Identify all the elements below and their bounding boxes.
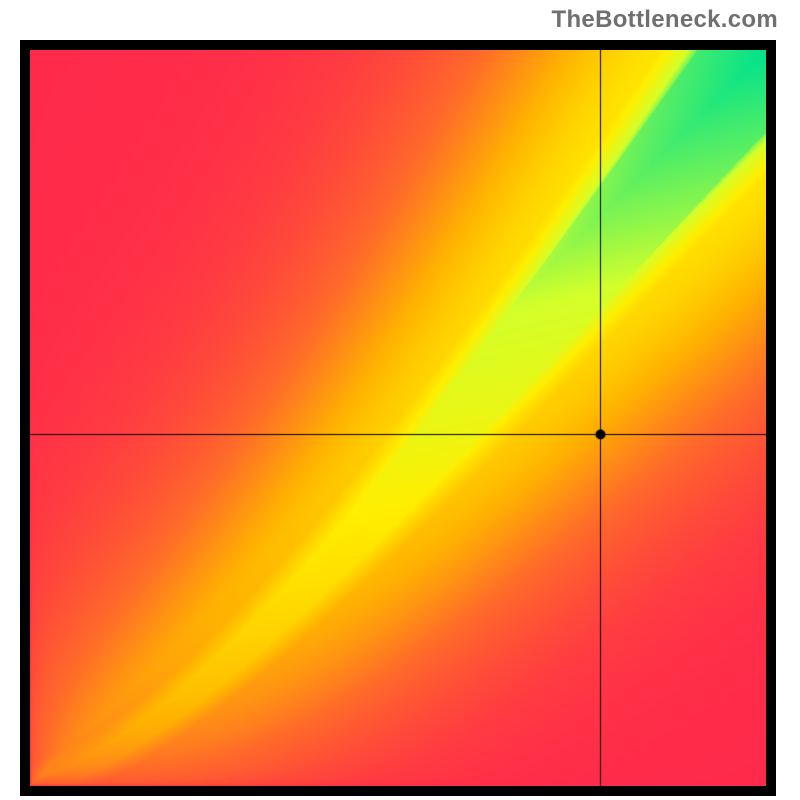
chart-container: TheBottleneck.com	[0, 0, 800, 800]
bottleneck-heatmap	[30, 50, 766, 786]
plot-inner	[30, 50, 766, 786]
plot-frame	[20, 40, 776, 796]
attribution-text: TheBottleneck.com	[552, 6, 778, 34]
